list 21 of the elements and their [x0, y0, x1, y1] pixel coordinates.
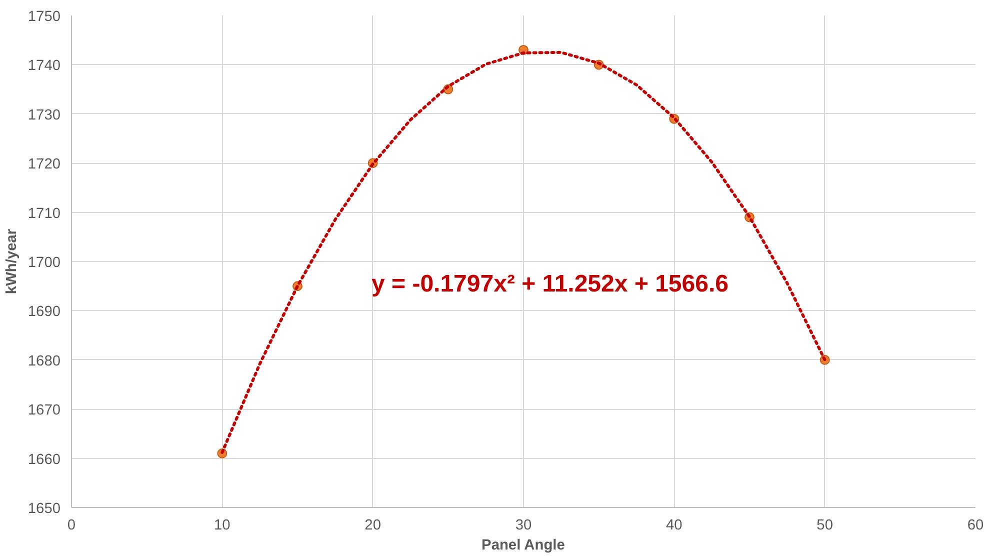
x-tick-label: 60: [967, 518, 984, 534]
y-tick-label: 1670: [28, 402, 61, 419]
y-tick-label: 1740: [28, 58, 61, 74]
x-tick-label: 40: [666, 518, 682, 534]
y-tick-label: 1750: [28, 9, 61, 25]
y-tick-label: 1650: [28, 501, 61, 517]
x-tick-label: 0: [67, 518, 76, 534]
x-tick-label: 50: [816, 518, 833, 534]
x-tick-label: 10: [214, 518, 230, 534]
y-tick-label: 1720: [28, 156, 61, 173]
y-tick-label: 1710: [28, 206, 61, 222]
y-axis-title: kWh/year: [4, 228, 20, 294]
x-tick-label: 20: [364, 518, 381, 534]
x-axis-title: Panel Angle: [482, 538, 565, 554]
y-tick-label: 1690: [28, 304, 61, 320]
y-tick-label: 1700: [28, 255, 61, 271]
y-tick-label: 1660: [28, 452, 61, 468]
y-tick-label: 1730: [28, 107, 61, 124]
y-tick-label: 1680: [28, 353, 61, 370]
annotation: y = -0.1797x² + 11.252x + 1566.6: [372, 270, 728, 298]
x-tick-label: 30: [515, 518, 532, 534]
